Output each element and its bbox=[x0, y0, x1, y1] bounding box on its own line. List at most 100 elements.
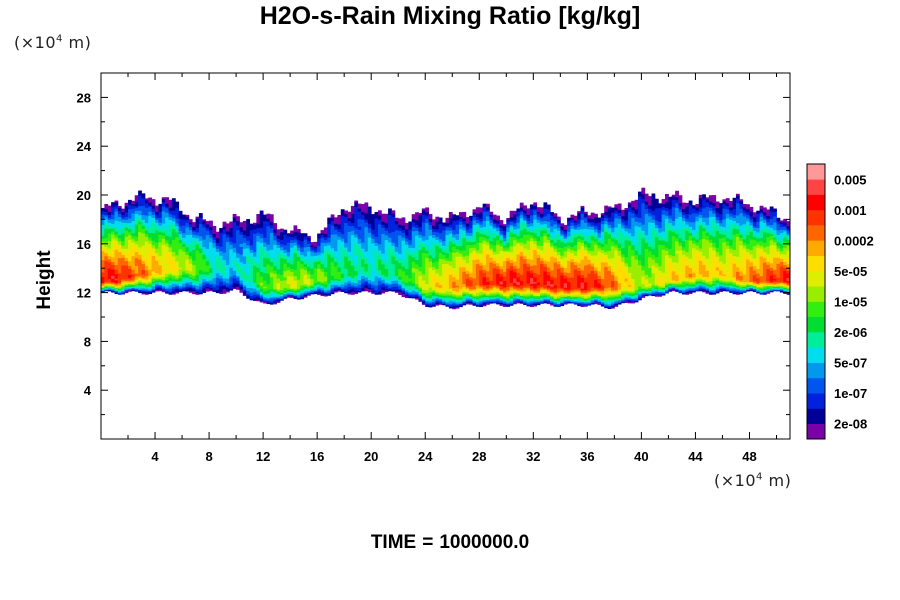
contour-cell bbox=[307, 237, 311, 240]
contour-cell bbox=[381, 222, 386, 225]
contour-cell bbox=[357, 232, 362, 235]
contour-cell bbox=[151, 261, 156, 264]
contour-cell bbox=[202, 226, 207, 229]
contour-cell bbox=[371, 214, 375, 216]
contour-cell bbox=[158, 237, 163, 240]
contour-cell bbox=[323, 245, 328, 248]
contour-cell bbox=[209, 223, 213, 226]
contour-cell bbox=[215, 256, 220, 259]
contour-cell bbox=[296, 251, 301, 254]
contour-cell bbox=[361, 284, 365, 287]
contour-cell bbox=[266, 257, 271, 260]
contour-cell bbox=[158, 210, 163, 212]
contour-cell bbox=[256, 250, 261, 253]
contour-cell bbox=[182, 231, 186, 234]
contour-cell bbox=[212, 245, 217, 248]
contour-cell bbox=[148, 266, 153, 269]
contour-cell bbox=[104, 237, 109, 240]
contour-cell bbox=[334, 263, 338, 266]
contour-cell bbox=[259, 291, 264, 294]
contour-cell bbox=[205, 257, 210, 260]
contour-cell bbox=[246, 273, 251, 276]
contour-cell bbox=[104, 271, 109, 273]
contour-cell bbox=[290, 232, 294, 234]
contour-cell bbox=[263, 283, 267, 286]
contour-cell bbox=[307, 267, 311, 270]
contour-cell bbox=[144, 228, 149, 231]
contour-cell bbox=[371, 264, 375, 267]
contour-cell bbox=[182, 251, 186, 254]
contour-cell bbox=[337, 275, 342, 278]
contour-cell bbox=[361, 211, 365, 214]
contour-cell bbox=[317, 235, 321, 237]
contour-cell bbox=[107, 246, 112, 249]
contour-cell bbox=[249, 229, 254, 232]
contour-cell bbox=[198, 252, 203, 255]
contour-cell bbox=[320, 269, 325, 272]
contour-cell bbox=[185, 225, 190, 228]
contour-cell bbox=[384, 256, 389, 259]
contour-cell bbox=[209, 238, 213, 241]
contour-cell bbox=[418, 216, 423, 219]
contour-cell bbox=[161, 204, 166, 207]
contour-cell bbox=[391, 237, 396, 240]
contour-cell bbox=[354, 220, 359, 223]
contour-cell bbox=[117, 286, 122, 289]
contour-cell bbox=[222, 239, 227, 242]
contour-cell bbox=[290, 233, 294, 236]
contour-cell bbox=[232, 230, 237, 233]
contour-cell bbox=[354, 244, 359, 247]
contour-cell bbox=[361, 205, 365, 208]
contour-cell bbox=[280, 254, 284, 257]
contour-cell bbox=[344, 222, 348, 225]
contour-cell bbox=[101, 252, 105, 255]
contour-cell bbox=[367, 273, 372, 276]
contour-cell bbox=[249, 231, 254, 234]
contour-cell bbox=[361, 271, 365, 274]
contour-cell bbox=[205, 279, 210, 281]
contour-cell bbox=[158, 251, 163, 254]
contour-cell bbox=[111, 202, 115, 205]
contour-cell bbox=[138, 233, 142, 236]
contour-cell bbox=[337, 250, 342, 252]
contour-cell bbox=[151, 238, 156, 241]
contour-cell bbox=[364, 242, 369, 245]
contour-cell bbox=[337, 243, 342, 246]
contour-cell bbox=[391, 214, 396, 217]
contour-cell bbox=[121, 228, 126, 231]
contour-cell bbox=[134, 196, 139, 199]
contour-cell bbox=[141, 263, 146, 266]
contour-cell bbox=[327, 264, 332, 267]
contour-cell bbox=[114, 212, 119, 215]
contour-cell bbox=[252, 241, 257, 243]
contour-cell bbox=[408, 221, 413, 224]
contour-cell bbox=[114, 279, 119, 282]
contour-cell bbox=[300, 277, 305, 280]
contour-cell bbox=[155, 243, 159, 246]
contour-cell bbox=[344, 233, 348, 236]
contour-cell bbox=[246, 255, 251, 258]
contour-cell bbox=[276, 282, 281, 285]
contour-cell bbox=[242, 265, 247, 268]
contour-cell bbox=[269, 240, 274, 243]
contour-cell bbox=[202, 275, 207, 278]
contour-cell bbox=[182, 289, 186, 292]
contour-cell bbox=[168, 219, 173, 222]
contour-cell bbox=[340, 279, 345, 282]
contour-cell bbox=[415, 219, 419, 222]
contour-cell bbox=[401, 229, 406, 232]
contour-cell bbox=[367, 288, 372, 291]
contour-cell bbox=[293, 277, 298, 280]
contour-cell bbox=[269, 287, 274, 290]
contour-cell bbox=[388, 222, 392, 225]
contour-cell bbox=[398, 238, 402, 241]
contour-cell bbox=[128, 218, 132, 221]
contour-cell bbox=[303, 234, 308, 237]
contour-cell bbox=[111, 287, 115, 290]
contour-cell bbox=[249, 275, 254, 278]
contour-cell bbox=[151, 244, 156, 247]
contour-cell bbox=[242, 259, 247, 261]
contour-cell bbox=[117, 276, 122, 279]
contour-cell bbox=[374, 213, 379, 216]
contour-cell bbox=[158, 271, 163, 273]
